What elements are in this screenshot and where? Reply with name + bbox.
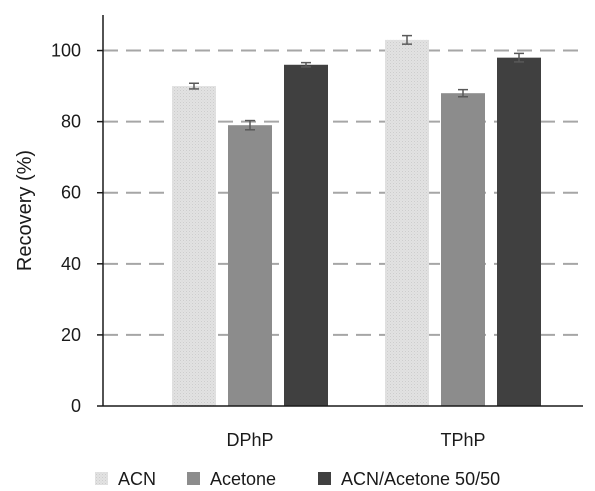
x-category-labels: DPhP TPhP	[226, 430, 485, 450]
bar-tphp-1	[441, 93, 485, 406]
category-label-tphp: TPhP	[440, 430, 485, 450]
legend-swatch-1	[187, 472, 200, 485]
y-tick-label-80: 80	[61, 112, 81, 132]
y-tick-labels: 0 20 40 60 80 100	[51, 41, 103, 416]
y-tick-label-40: 40	[61, 254, 81, 274]
category-label-dphp: DPhP	[226, 430, 273, 450]
legend-label-1: Acetone	[210, 469, 276, 489]
bar-dphp-0	[172, 86, 216, 406]
bar-dphp-1	[228, 125, 272, 406]
legend-swatch-0	[95, 472, 108, 485]
bars	[172, 39, 541, 407]
error-bars	[189, 34, 524, 131]
legend-label-0: ACN	[118, 469, 156, 489]
bar-tphp-2	[497, 57, 541, 407]
y-tick-label-20: 20	[61, 325, 81, 345]
bar-dphp-2	[284, 64, 328, 406]
y-tick-label-0: 0	[71, 396, 81, 416]
legend-swatch-2	[318, 472, 331, 485]
legend: ACN Acetone ACN/Acetone 50/50	[95, 469, 500, 489]
bar-tphp-0	[385, 39, 429, 407]
y-tick-label-60: 60	[61, 183, 81, 203]
y-tick-label-100: 100	[51, 41, 81, 61]
y-axis-title: Recovery (%)	[14, 150, 36, 271]
legend-label-2: ACN/Acetone 50/50	[341, 469, 500, 489]
